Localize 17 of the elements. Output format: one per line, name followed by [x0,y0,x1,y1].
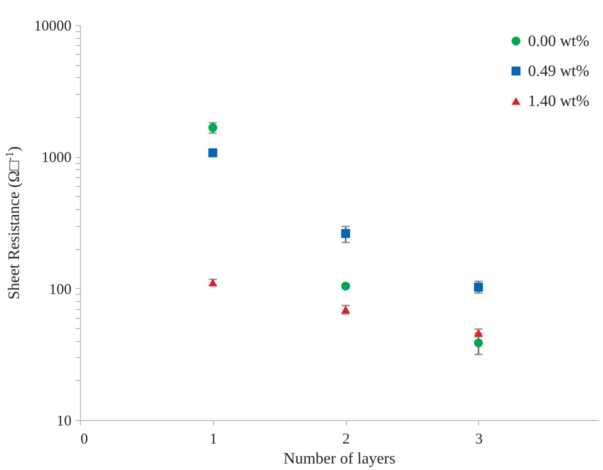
point [341,282,350,291]
y-tick-label: 10 [56,414,72,430]
point [474,338,483,348]
point [341,229,350,238]
y-tick-label: 100 [49,282,72,298]
x-axis-title: Number of layers [284,450,396,468]
point [474,282,483,292]
y-tick-label: 1000 [42,150,72,166]
legend-label: 0.00 wt% [528,33,590,50]
x-tick-label: 3 [475,432,483,448]
x-tick-label: 1 [210,432,218,448]
x-tick-label: 0 [80,432,88,448]
y-tick-label: 10000 [34,18,72,34]
x-tick-label: 2 [342,432,350,448]
legend-label: 0.49 wt% [528,63,590,80]
legend-label: 1.40 wt% [528,93,590,110]
point [208,148,218,158]
